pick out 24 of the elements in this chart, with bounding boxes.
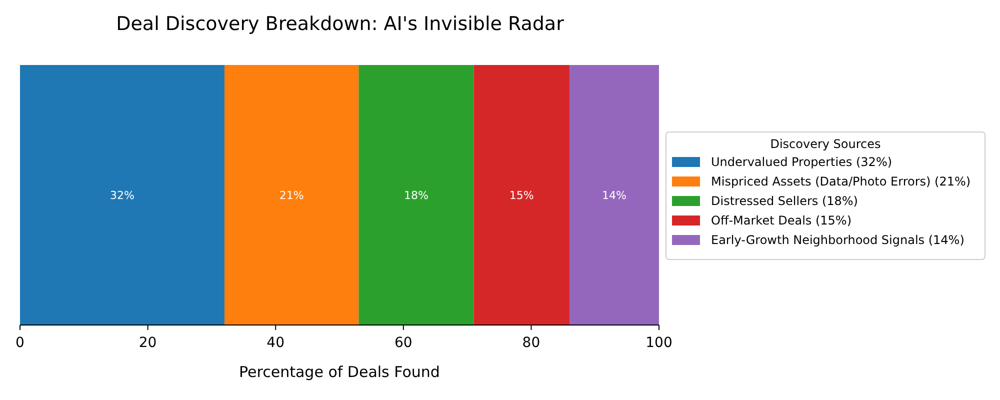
data-label: 15%: [509, 188, 534, 202]
legend-label: Early-Growth Neighborhood Signals (14%): [711, 233, 964, 248]
x-tick-label: 80: [522, 335, 540, 351]
data-label: 18%: [404, 188, 428, 202]
data-label: 32%: [110, 188, 134, 202]
x-tick-label: 60: [394, 335, 412, 351]
x-tick-label: 40: [266, 335, 285, 351]
bar: [20, 65, 224, 325]
data-label: 14%: [602, 188, 626, 202]
chart-title: Deal Discovery Breakdown: AI's Invisible Radar: [116, 13, 564, 35]
legend-title: Discovery Sources: [770, 137, 881, 151]
x-tick-label: 100: [646, 335, 672, 351]
bar: [224, 65, 359, 325]
legend-label: Undervalued Properties (32%): [711, 155, 892, 170]
x-tick-label: 20: [138, 335, 157, 351]
x-tick-label: 0: [16, 335, 24, 351]
bar: [570, 65, 659, 325]
legend-label: Off-Market Deals (15%): [711, 214, 852, 228]
legend-label: Mispriced Assets (Data/Photo Errors) (21%): [711, 174, 971, 189]
bar: [474, 65, 570, 325]
bar: [358, 65, 474, 325]
legend-label: Distressed Sellers (18%): [711, 194, 858, 208]
data-label: 21%: [279, 188, 304, 202]
x-axis-title: Percentage of Deals Found: [239, 363, 440, 381]
